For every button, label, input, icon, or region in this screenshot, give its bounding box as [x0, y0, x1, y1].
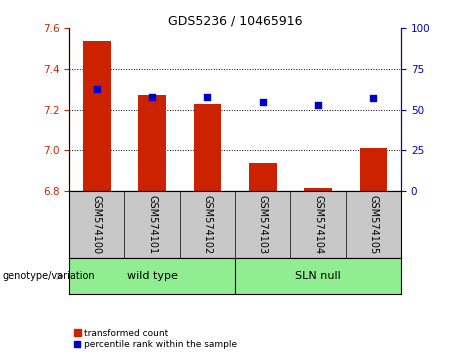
Text: GSM574105: GSM574105 [368, 195, 378, 255]
Point [148, 94, 156, 99]
Text: wild type: wild type [127, 271, 177, 281]
Bar [304, 188, 332, 191]
Text: GSM574103: GSM574103 [258, 195, 268, 255]
Text: GSM574100: GSM574100 [92, 195, 102, 255]
Point [204, 94, 211, 99]
Point [370, 96, 377, 101]
Title: GDS5236 / 10465916: GDS5236 / 10465916 [168, 14, 302, 27]
Bar [360, 148, 387, 191]
Bar [138, 96, 166, 191]
Legend: transformed count, percentile rank within the sample: transformed count, percentile rank withi… [74, 329, 237, 349]
Text: SLN null: SLN null [295, 271, 341, 281]
Text: GSM574104: GSM574104 [313, 195, 323, 255]
Text: GSM574102: GSM574102 [202, 195, 213, 255]
Point [93, 86, 100, 91]
Bar [83, 41, 111, 191]
Point [314, 102, 322, 108]
Bar [194, 104, 221, 191]
Text: genotype/variation: genotype/variation [2, 271, 95, 281]
Point [259, 99, 266, 104]
Text: GSM574101: GSM574101 [147, 195, 157, 255]
Bar [249, 162, 277, 191]
